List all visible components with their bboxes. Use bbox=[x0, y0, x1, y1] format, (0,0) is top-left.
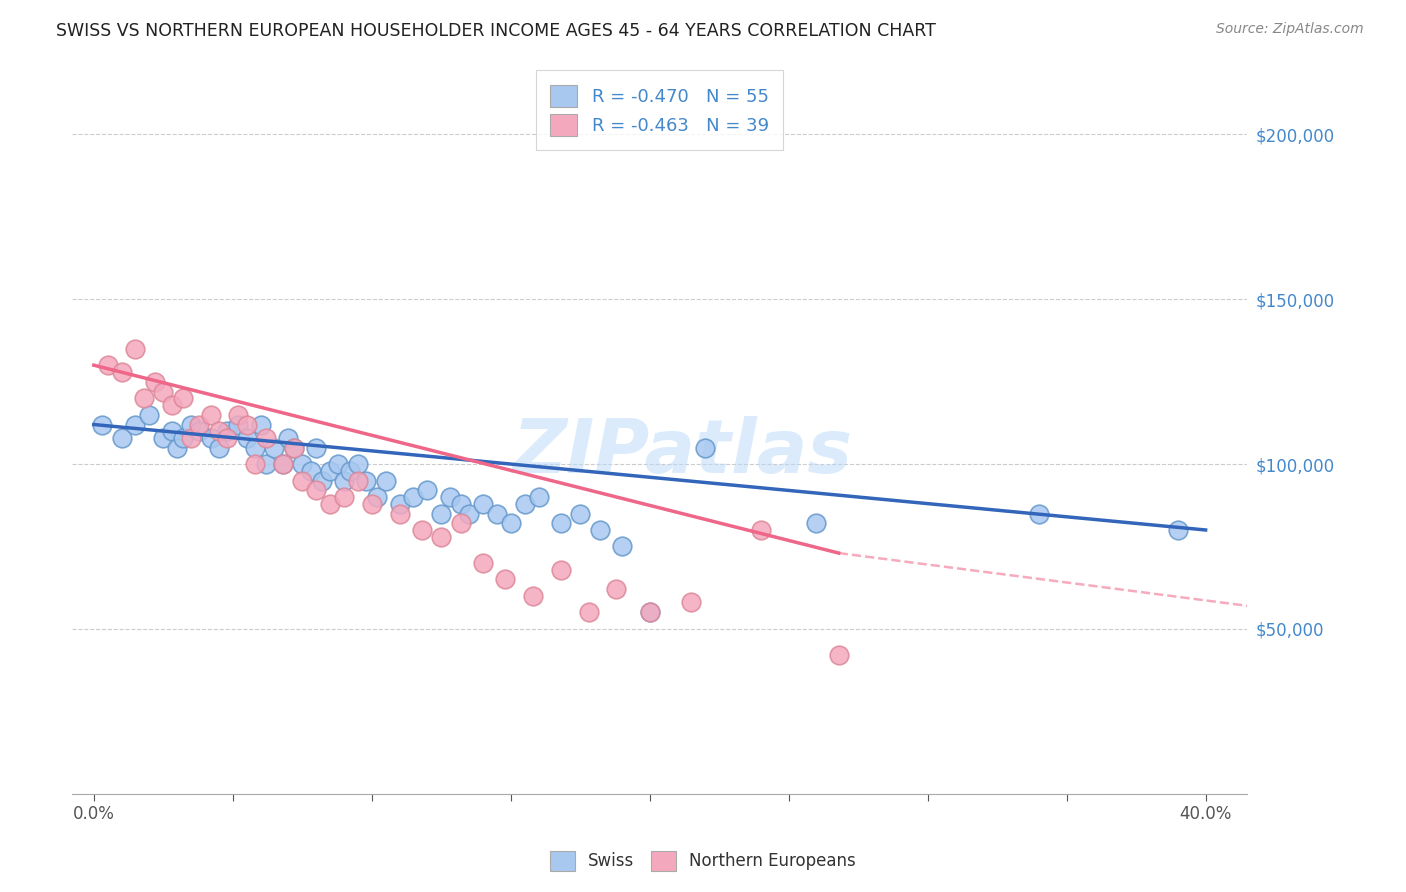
Point bbox=[143, 375, 166, 389]
Point bbox=[124, 417, 146, 432]
Point bbox=[681, 595, 703, 609]
Point bbox=[283, 441, 305, 455]
Point bbox=[152, 431, 174, 445]
Point bbox=[578, 606, 600, 620]
Point bbox=[291, 474, 314, 488]
Point bbox=[188, 417, 211, 432]
Point bbox=[749, 523, 772, 537]
Point bbox=[450, 516, 472, 531]
Point bbox=[110, 431, 132, 445]
Point bbox=[354, 474, 377, 488]
Legend: R = -0.470   N = 55, R = -0.463   N = 39: R = -0.470 N = 55, R = -0.463 N = 39 bbox=[536, 70, 783, 151]
Point bbox=[366, 490, 388, 504]
Point bbox=[243, 441, 266, 455]
Point bbox=[138, 408, 160, 422]
Legend: Swiss, Northern Europeans: Swiss, Northern Europeans bbox=[541, 842, 865, 880]
Point bbox=[110, 365, 132, 379]
Point bbox=[471, 497, 494, 511]
Point bbox=[243, 457, 266, 471]
Point bbox=[263, 441, 285, 455]
Point bbox=[806, 516, 828, 531]
Point bbox=[388, 497, 411, 511]
Point bbox=[638, 606, 661, 620]
Point bbox=[1028, 507, 1050, 521]
Point bbox=[180, 431, 202, 445]
Point bbox=[172, 391, 194, 405]
Point bbox=[430, 507, 453, 521]
Point bbox=[97, 358, 120, 372]
Point bbox=[160, 398, 183, 412]
Point bbox=[430, 530, 453, 544]
Point bbox=[188, 424, 211, 438]
Point bbox=[828, 648, 851, 663]
Point bbox=[347, 474, 370, 488]
Point bbox=[638, 606, 661, 620]
Point bbox=[271, 457, 294, 471]
Point bbox=[485, 507, 508, 521]
Point bbox=[124, 342, 146, 356]
Point bbox=[499, 516, 522, 531]
Point bbox=[550, 562, 572, 576]
Point bbox=[388, 507, 411, 521]
Point bbox=[200, 408, 222, 422]
Point bbox=[522, 589, 544, 603]
Point bbox=[513, 497, 536, 511]
Point bbox=[180, 417, 202, 432]
Point bbox=[200, 431, 222, 445]
Point bbox=[402, 490, 425, 504]
Point bbox=[277, 431, 299, 445]
Point bbox=[458, 507, 481, 521]
Point bbox=[172, 431, 194, 445]
Point bbox=[291, 457, 314, 471]
Point bbox=[411, 523, 433, 537]
Point bbox=[319, 464, 342, 478]
Point bbox=[166, 441, 188, 455]
Point bbox=[254, 457, 277, 471]
Point bbox=[271, 457, 294, 471]
Point bbox=[305, 441, 328, 455]
Point bbox=[494, 573, 516, 587]
Point bbox=[569, 507, 592, 521]
Point bbox=[132, 391, 155, 405]
Text: ZIPatlas: ZIPatlas bbox=[513, 417, 853, 490]
Point bbox=[299, 464, 322, 478]
Point bbox=[333, 474, 356, 488]
Text: SWISS VS NORTHERN EUROPEAN HOUSEHOLDER INCOME AGES 45 - 64 YEARS CORRELATION CHA: SWISS VS NORTHERN EUROPEAN HOUSEHOLDER I… bbox=[56, 22, 936, 40]
Point bbox=[450, 497, 472, 511]
Point bbox=[235, 417, 257, 432]
Point bbox=[471, 556, 494, 570]
Point bbox=[1167, 523, 1189, 537]
Text: Source: ZipAtlas.com: Source: ZipAtlas.com bbox=[1216, 22, 1364, 37]
Point bbox=[228, 408, 250, 422]
Point bbox=[311, 474, 333, 488]
Point bbox=[695, 441, 717, 455]
Point bbox=[360, 497, 382, 511]
Point bbox=[374, 474, 396, 488]
Point bbox=[319, 497, 342, 511]
Point bbox=[328, 457, 350, 471]
Point bbox=[439, 490, 461, 504]
Point bbox=[208, 424, 231, 438]
Point bbox=[249, 417, 271, 432]
Point bbox=[160, 424, 183, 438]
Point bbox=[254, 431, 277, 445]
Point bbox=[589, 523, 612, 537]
Point bbox=[152, 384, 174, 399]
Point bbox=[91, 417, 114, 432]
Point bbox=[208, 441, 231, 455]
Point bbox=[550, 516, 572, 531]
Point bbox=[416, 483, 439, 498]
Point bbox=[228, 417, 250, 432]
Point bbox=[610, 540, 633, 554]
Point bbox=[347, 457, 370, 471]
Point bbox=[305, 483, 328, 498]
Point bbox=[333, 490, 356, 504]
Point bbox=[217, 424, 239, 438]
Point bbox=[283, 441, 305, 455]
Point bbox=[605, 582, 627, 597]
Point bbox=[339, 464, 361, 478]
Point bbox=[217, 431, 239, 445]
Point bbox=[527, 490, 550, 504]
Point bbox=[235, 431, 257, 445]
